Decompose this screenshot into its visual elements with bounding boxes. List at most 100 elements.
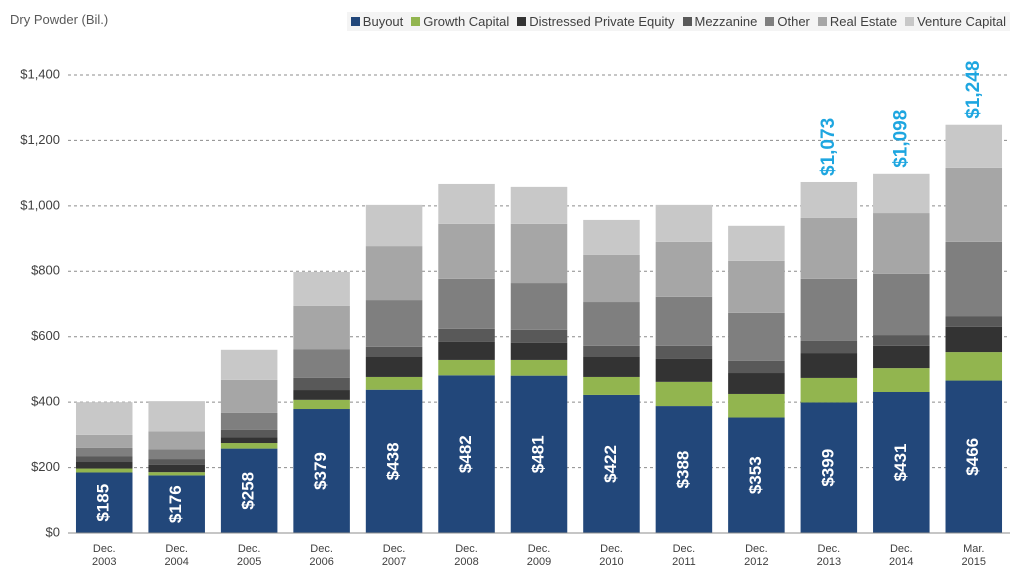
bar-segment <box>728 312 785 361</box>
y-tick-label: $400 <box>31 394 60 409</box>
y-tick-label: $0 <box>46 524 60 539</box>
y-tick-label: $200 <box>31 459 60 474</box>
bar-segment <box>945 124 1003 168</box>
legend-swatch <box>682 17 692 26</box>
bar-segment <box>655 241 713 297</box>
legend-item: Other <box>765 14 810 29</box>
bar-segment <box>655 345 713 359</box>
legend-item: Buyout <box>350 14 404 29</box>
legend-label: Growth Capital <box>423 14 510 29</box>
bar-segment <box>148 401 205 432</box>
bar-segment <box>365 356 423 377</box>
data-label: $176 <box>166 485 185 523</box>
bar-segment <box>800 181 858 218</box>
legend-item: Mezzanine <box>682 14 758 29</box>
bar-segment <box>945 326 1003 353</box>
x-tick-label: Dec. 2009 <box>526 543 552 568</box>
bar-segment <box>655 406 713 533</box>
x-tick-label: Mar. 2015 <box>961 543 986 568</box>
total-label: $1,248 <box>963 61 984 119</box>
y-tick-label: $600 <box>31 328 60 343</box>
bar-segment <box>148 431 205 450</box>
bar-segment <box>293 399 350 410</box>
data-label: $388 <box>673 451 692 489</box>
bar-segment <box>75 434 133 448</box>
x-tick-label: Dec. 2008 <box>454 543 479 568</box>
total-label: $1,073 <box>818 118 839 176</box>
bar-segment <box>75 472 133 533</box>
bar-segment <box>220 429 278 438</box>
bar-segment <box>728 393 785 418</box>
legend-swatch <box>517 17 527 26</box>
legend-item: Distressed Private Equity <box>517 14 675 29</box>
data-label: $422 <box>601 445 620 483</box>
data-label: $438 <box>384 442 403 480</box>
x-tick-label: Dec. 2005 <box>236 543 262 568</box>
bar-segment <box>728 373 785 394</box>
bar-segment <box>728 360 785 374</box>
data-label: $379 <box>311 452 330 490</box>
bar-segment <box>293 377 350 391</box>
legend-item: Real Estate <box>817 14 898 29</box>
bar-segment <box>438 328 495 342</box>
bar-segment <box>800 340 858 354</box>
y-tick-label: $1,000 <box>20 197 60 212</box>
bar-segment <box>148 449 205 460</box>
bar-segment <box>438 183 495 224</box>
bar-segment <box>365 246 423 301</box>
data-label: $481 <box>528 435 547 473</box>
bar-segment <box>220 443 278 449</box>
bar-segment <box>945 241 1003 317</box>
bar-segment <box>510 375 568 533</box>
legend-label: Mezzanine <box>694 14 758 29</box>
bar-segment <box>655 381 713 407</box>
x-tick-label: Dec. 2011 <box>672 543 696 568</box>
bar-segment <box>438 278 495 329</box>
bar-segment <box>438 375 495 533</box>
legend-item: Growth Capital <box>411 14 509 29</box>
bar-segment <box>583 376 640 395</box>
y-axis-label: Dry Powder (Bil.) <box>10 12 109 27</box>
bar-segment <box>365 300 423 347</box>
bar-segment <box>873 368 930 393</box>
bar-segment <box>800 217 858 279</box>
legend-item: Venture Capital <box>905 14 1006 29</box>
y-tick-label: $800 <box>31 263 60 278</box>
bar-segment <box>945 167 1003 242</box>
bar-segment <box>728 260 785 313</box>
bar-segment <box>293 271 350 306</box>
legend-label: Other <box>777 14 810 29</box>
bar-segment <box>873 345 930 369</box>
bar-segment <box>220 448 278 533</box>
bar-segment <box>510 186 568 224</box>
bar-segment <box>148 475 205 533</box>
bar-segment <box>75 447 133 457</box>
x-tick-label: Dec. 2007 <box>381 543 407 568</box>
bar-segment <box>148 472 205 476</box>
legend-label: Real Estate <box>829 14 898 29</box>
x-tick-label: Dec. 2010 <box>599 543 624 568</box>
bar-segment <box>873 213 930 274</box>
bar-segment <box>583 394 640 533</box>
bar-segment <box>293 390 350 400</box>
legend-label: Distressed Private Equity <box>529 14 675 29</box>
bar-segment <box>873 335 930 346</box>
y-tick-label: $1,400 <box>20 66 60 81</box>
bar-segment <box>293 409 350 533</box>
legend-swatch <box>905 17 915 26</box>
data-label: $353 <box>746 456 765 494</box>
legend-label: Buyout <box>362 14 404 29</box>
data-label: $431 <box>891 444 910 482</box>
bar-segment <box>655 296 713 346</box>
bar-segment <box>583 302 640 346</box>
bar-segment <box>583 219 640 255</box>
legend: Buyout Growth Capital Distressed Private E… <box>346 12 1010 31</box>
bar-segment <box>365 346 423 357</box>
bar-segment <box>438 341 495 360</box>
bar-segment <box>655 204 713 242</box>
bar-segment <box>945 352 1003 381</box>
bar-segment <box>220 349 278 380</box>
data-label: $399 <box>818 449 837 487</box>
bar-segment <box>365 376 423 390</box>
